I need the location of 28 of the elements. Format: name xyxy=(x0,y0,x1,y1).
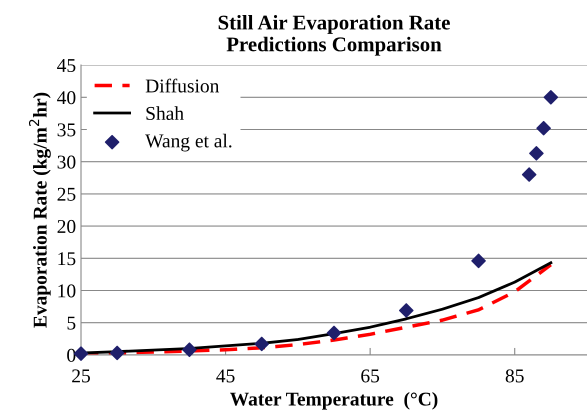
y-tick-label: 35 xyxy=(58,123,76,136)
chart-title: Still Air Evaporation Rate Predictions Comparison xyxy=(218,14,450,56)
point xyxy=(522,167,536,182)
x-tick-label: 85 xyxy=(506,369,524,382)
point xyxy=(254,336,269,352)
y-tick-label: 10 xyxy=(58,284,76,298)
point xyxy=(326,326,342,340)
point xyxy=(110,346,124,360)
y-tick-label: 20 xyxy=(58,220,76,234)
legend-label: Wang et al. xyxy=(145,134,232,152)
x-tick-label: 65 xyxy=(361,369,380,382)
legend-label: Shah xyxy=(146,106,184,120)
point xyxy=(529,146,544,161)
y-tick-label: 15 xyxy=(58,252,76,266)
point xyxy=(399,303,414,318)
legend-label: Diffusion xyxy=(146,78,220,93)
y-tick-label: 25 xyxy=(58,188,76,201)
y-tick-label: 30 xyxy=(58,156,76,169)
y-tick-label: 45 xyxy=(57,59,76,72)
point xyxy=(182,342,197,358)
y-tick-label: 5 xyxy=(68,316,76,330)
x-axis-title: Water Temperature (°C) xyxy=(230,392,438,410)
x-tick-label: 45 xyxy=(216,369,235,382)
point xyxy=(544,90,558,105)
y-axis-title: Evaporation Rate (kg/m$^{2}$hr) xyxy=(28,92,51,328)
point xyxy=(536,120,551,136)
y-tick-label: 40 xyxy=(57,91,76,104)
point xyxy=(471,254,486,268)
